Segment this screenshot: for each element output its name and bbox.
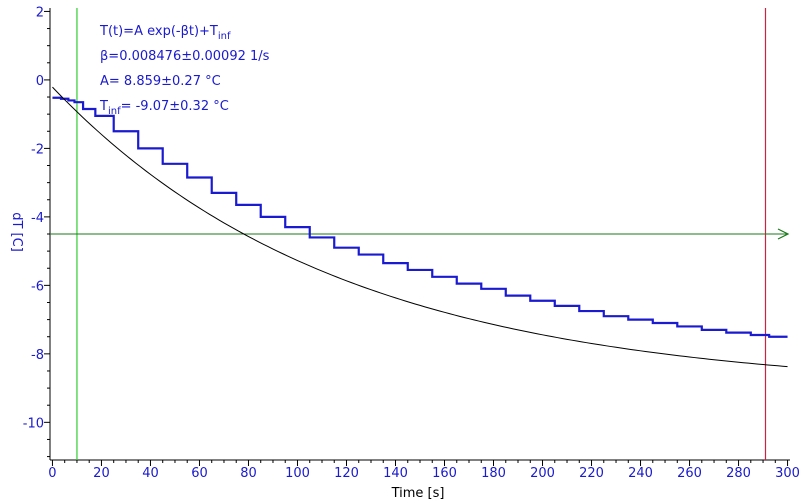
x-tick-label: 80 — [240, 466, 257, 481]
x-tick-label: 160 — [432, 466, 457, 481]
annotation-formula: T(t)=A exp(-βt)+Tinf — [99, 24, 231, 42]
x-tick-label: 60 — [191, 466, 208, 481]
y-axis-label: dT [C] — [9, 212, 24, 252]
x-tick-label: 180 — [481, 466, 506, 481]
x-tick-label: 200 — [530, 466, 555, 481]
x-tick-label: 260 — [677, 466, 702, 481]
x-tick-label: 0 — [48, 466, 56, 481]
y-tick-label: -2 — [31, 142, 44, 157]
annotation-amplitude: A= 8.859±0.27 °C — [100, 74, 221, 89]
annotation-tinf: Tinf= -9.07±0.32 °C — [99, 99, 229, 117]
x-tick-label: 120 — [334, 466, 359, 481]
y-tick-label: 2 — [36, 5, 44, 20]
y-tick-label: 0 — [36, 74, 44, 89]
x-axis-label: Time [s] — [391, 486, 445, 501]
y-tick-label: -4 — [31, 211, 44, 226]
x-tick-label: 100 — [285, 466, 310, 481]
y-tick-label: -10 — [23, 416, 44, 431]
x-tick-label: 240 — [628, 466, 653, 481]
y-tick-label: -8 — [31, 348, 44, 363]
x-tick-label: 40 — [142, 466, 159, 481]
x-tick-label: 20 — [93, 466, 110, 481]
x-tick-label: 220 — [579, 466, 604, 481]
annotation-beta: β=0.008476±0.00092 1/s — [100, 49, 270, 64]
x-tick-label: 280 — [726, 466, 751, 481]
fit-curve-line — [52, 86, 788, 368]
chart-marks — [50, 8, 790, 460]
x-tick-label: 300 — [775, 466, 800, 481]
horizontal-line-arrow-icon — [777, 228, 790, 240]
measured-series-line — [52, 96, 788, 338]
x-tick-label: 140 — [383, 466, 408, 481]
y-tick-label: -6 — [31, 279, 44, 294]
tick-marks: 0 20 40 60 80 100 120 140 160 180 200 220 240 260 280 3… — [23, 5, 800, 481]
